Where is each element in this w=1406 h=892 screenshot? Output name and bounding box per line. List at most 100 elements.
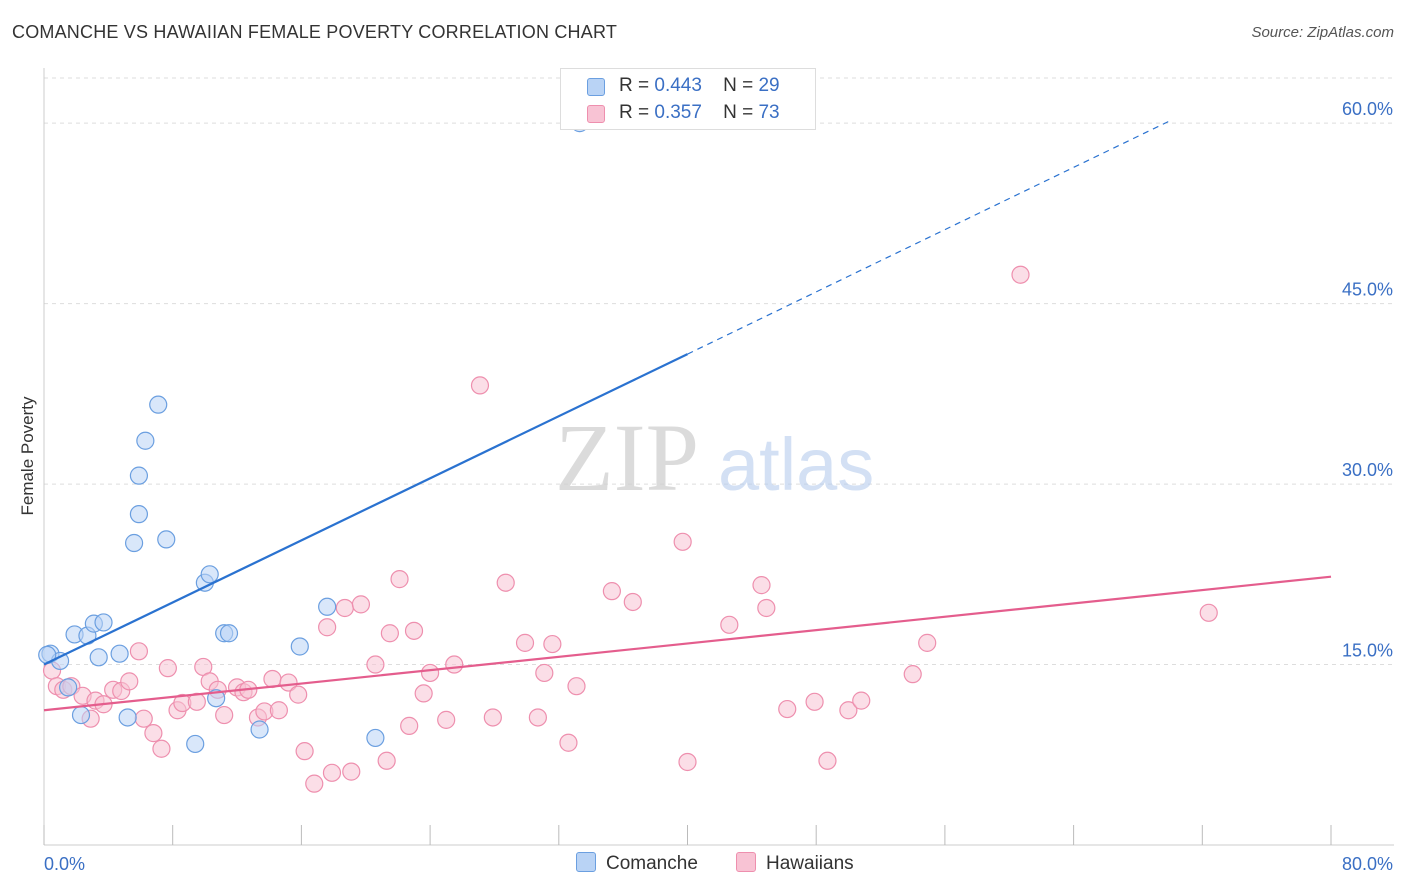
data-point [322, 763, 342, 782]
legend-n-label: N = [723, 75, 754, 96]
data-point [404, 621, 424, 640]
data-point [852, 691, 871, 710]
data-point [752, 576, 771, 595]
comanche-points [38, 114, 589, 754]
legend-n-label: N = [723, 102, 754, 123]
data-point [567, 677, 586, 696]
legend-item-hawaiians: Hawaiians [736, 852, 854, 875]
data-point [818, 751, 837, 770]
data-point [366, 728, 385, 748]
data-point [305, 774, 324, 793]
data-point [186, 734, 205, 754]
data-point [295, 742, 314, 761]
data-point [149, 395, 168, 414]
data-point [535, 663, 554, 683]
data-point [757, 598, 776, 618]
comanche-swatch [587, 78, 605, 96]
data-point [496, 573, 515, 592]
legend-r-value: 0.357 [654, 102, 702, 123]
data-point [124, 533, 144, 553]
legend-n-value: 73 [758, 102, 780, 123]
data-point [559, 733, 578, 752]
hawaiians-points [42, 265, 1218, 793]
data-point [602, 582, 621, 601]
data-point [158, 659, 177, 678]
data-point [351, 595, 371, 614]
tick-labels: 15.0% 30.0% 45.0% 60.0% 0.0% 80.0% [44, 99, 1393, 874]
data-point [445, 655, 464, 674]
data-point [380, 624, 399, 643]
source-label: Source: ZipAtlas.com [1251, 24, 1394, 41]
data-point [289, 685, 308, 704]
data-point [366, 655, 385, 674]
chart-title: COMANCHE VS HAWAIIAN FEMALE POVERTY CORR… [12, 22, 618, 42]
data-point [250, 720, 269, 739]
data-point [219, 624, 239, 643]
data-point [94, 613, 113, 632]
legend-row-comanche: R = 0.443 N = 29 [587, 75, 780, 97]
data-point [342, 762, 361, 781]
data-point [129, 505, 149, 524]
data-point [215, 705, 234, 725]
data-point [839, 701, 858, 720]
data-point [200, 565, 219, 584]
data-point [157, 530, 176, 549]
data-point [805, 692, 824, 711]
y-tick-label: 60.0% [1342, 99, 1393, 119]
comanche-legend-swatch [576, 852, 596, 872]
data-point [470, 376, 490, 395]
data-point [134, 709, 153, 728]
data-point [778, 699, 797, 719]
data-point [290, 637, 309, 656]
data-point [390, 570, 409, 589]
data-point [120, 672, 139, 691]
comanche-trend-line [43, 353, 688, 666]
legend-n-value: 29 [758, 75, 780, 96]
data-point [318, 618, 337, 637]
data-point [400, 716, 419, 735]
x-tick-label: 0.0% [44, 854, 85, 874]
x-tick-label: 80.0% [1342, 854, 1393, 874]
data-point [623, 592, 642, 612]
y-axis-title: Female Poverty [18, 396, 37, 516]
y-tick-label: 45.0% [1342, 280, 1393, 300]
data-point [144, 724, 163, 743]
data-point [678, 752, 697, 772]
legend-row-hawaiians: R = 0.357 N = 73 [587, 102, 780, 124]
data-point [528, 708, 547, 727]
data-point [720, 615, 739, 634]
data-point [377, 751, 396, 770]
legend-item-comanche: Comanche [576, 852, 698, 875]
data-point [129, 466, 149, 485]
data-point [152, 739, 171, 758]
data-point [335, 598, 354, 618]
hawaiians-legend-swatch [736, 852, 756, 872]
hawaiians-legend-label: Hawaiians [766, 853, 854, 874]
gridlines [44, 77, 1394, 666]
trend-lines [43, 120, 1332, 712]
data-point [1199, 603, 1218, 622]
comanche-trend-extension [687, 120, 1171, 355]
axes [43, 68, 1394, 846]
data-point [279, 673, 298, 692]
data-point [318, 597, 337, 616]
legend-r-label: R = [619, 102, 650, 123]
legend-r-value: 0.443 [654, 75, 702, 96]
data-point [543, 634, 562, 654]
comanche-legend-label: Comanche [606, 853, 698, 874]
data-point [414, 684, 433, 703]
data-point [918, 633, 937, 652]
stats-legend: R = 0.443 N = 29 R = 0.357 N = 73 [560, 68, 816, 130]
data-point [269, 701, 288, 720]
watermark-atlas: atlas [718, 423, 874, 506]
data-point [110, 644, 129, 663]
data-point [207, 689, 226, 708]
y-tick-label: 30.0% [1342, 460, 1393, 480]
data-point [59, 678, 78, 697]
data-point [136, 431, 155, 450]
y-tick-label: 15.0% [1342, 641, 1393, 661]
data-point [71, 705, 91, 725]
legend-r-label: R = [619, 75, 650, 96]
hawaiians-swatch [587, 105, 605, 123]
data-point [483, 708, 502, 727]
